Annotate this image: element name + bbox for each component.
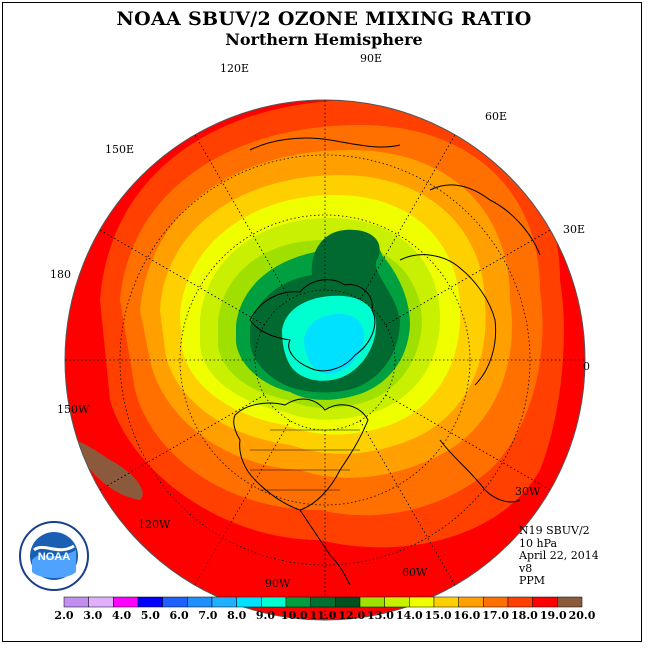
africa-coast (439, 439, 521, 503)
colorbar-label: 15.0 (425, 609, 452, 622)
colorbar-box (384, 596, 410, 608)
colorbar-box (557, 596, 583, 608)
colorbar-box (483, 596, 509, 608)
colorbar-label: 9.0 (256, 609, 275, 622)
colorbar-label: 5.0 (141, 609, 160, 622)
info-units: PPM (519, 574, 546, 587)
lon-label-30e: 30E (563, 223, 585, 236)
colorbar-box (359, 596, 385, 608)
band-20-plus-west (72, 440, 143, 500)
map-title: NOAA SBUV/2 OZONE MIXING RATIO (116, 8, 532, 30)
noaa-logo: NOAA (19, 521, 89, 591)
logo-text: NOAA (38, 551, 70, 563)
band-max (304, 314, 365, 374)
lon-label-60e: 60E (485, 110, 507, 123)
longitude-labels: 90E 60E 30E 0 30W 60W 90W 120W 150W 180 … (50, 52, 590, 590)
map-subtitle: Northern Hemisphere (225, 30, 423, 49)
colorbar-box (63, 596, 89, 608)
colorbar-boxes (63, 596, 583, 608)
lon-label-0: 0 (583, 360, 590, 373)
colorbar-box (507, 596, 533, 608)
colorbar-box (187, 596, 213, 608)
colorbar-label: 16.0 (453, 609, 480, 622)
colorbar-label: 14.0 (396, 609, 423, 622)
info-satellite: N19 SBUV/2 (519, 524, 590, 537)
colorbar-box (310, 596, 336, 608)
colorbar-label: 3.0 (83, 609, 102, 622)
colorbar-box (162, 596, 188, 608)
central-america-coast (299, 509, 351, 586)
lon-label-90e: 90E (360, 52, 382, 65)
colorbar-label: 10.0 (281, 609, 308, 622)
colorbar-label: 2.0 (54, 609, 73, 622)
colorbar-label: 20.0 (569, 609, 596, 622)
lon-label-30w: 30W (515, 485, 541, 498)
latitude-circle-45 (179, 214, 471, 506)
ozone-field (65, 100, 585, 620)
colorbar-label: 19.0 (540, 609, 567, 622)
lon-label-180: 180 (50, 268, 71, 281)
colorbar-label: 13.0 (367, 609, 394, 622)
colorbar-box (433, 596, 459, 608)
colorbar-label: 11.0 (310, 609, 337, 622)
graticule (65, 100, 585, 620)
info-version: v8 (519, 561, 533, 575)
colorbar-box (409, 596, 435, 608)
figure-frame (2, 2, 642, 642)
info-pressure: 10 hPa (519, 536, 558, 550)
colorbar-label: 4.0 (112, 609, 131, 622)
lon-label-120e: 120E (220, 62, 249, 75)
colorbar-box (211, 596, 237, 608)
colorbar-label: 7.0 (198, 609, 217, 622)
logo-wave (32, 550, 76, 578)
siberia-coast (249, 137, 401, 151)
colorbar-box (335, 596, 361, 608)
colorbar-box (261, 596, 287, 608)
latitude-circle-20 (119, 154, 531, 566)
greenland-arctic-coast (249, 279, 376, 372)
us-state-lines (250, 429, 360, 491)
info-block: N19 SBUV/2 10 hPa April 22, 2014 v8 PPM (519, 524, 599, 588)
lon-label-150e: 150E (105, 143, 134, 156)
logo-bird (33, 544, 75, 552)
lon-label-120w: 120W (138, 518, 171, 531)
colorbar-labels: 2.0 3.0 4.0 5.0 6.0 7.0 8.0 9.0 10.0 11.0 12.0 13.0… (54, 609, 595, 622)
lon-label-60w: 60W (402, 566, 428, 579)
globe-outline (64, 99, 586, 621)
colorbar-box (458, 596, 484, 608)
info-date: April 22, 2014 (519, 549, 599, 562)
colorbar-box (285, 596, 311, 608)
colorbar-label: 6.0 (170, 609, 189, 622)
colorbar-label: 18.0 (511, 609, 538, 622)
coastlines (233, 137, 541, 586)
colorbar-box (113, 596, 139, 608)
colorbar-box (88, 596, 114, 608)
colorbar-box (137, 596, 163, 608)
colorbar-label: 8.0 (227, 609, 246, 622)
colorbar-box (532, 596, 558, 608)
asia-coast (429, 184, 541, 256)
colorbar-label: 12.0 (338, 609, 365, 622)
colorbar-label: 17.0 (482, 609, 509, 622)
lon-label-90w: 90W (265, 577, 291, 590)
europe-coast (399, 254, 497, 386)
colorbar-box (236, 596, 262, 608)
lon-label-150w: 150W (57, 403, 90, 416)
